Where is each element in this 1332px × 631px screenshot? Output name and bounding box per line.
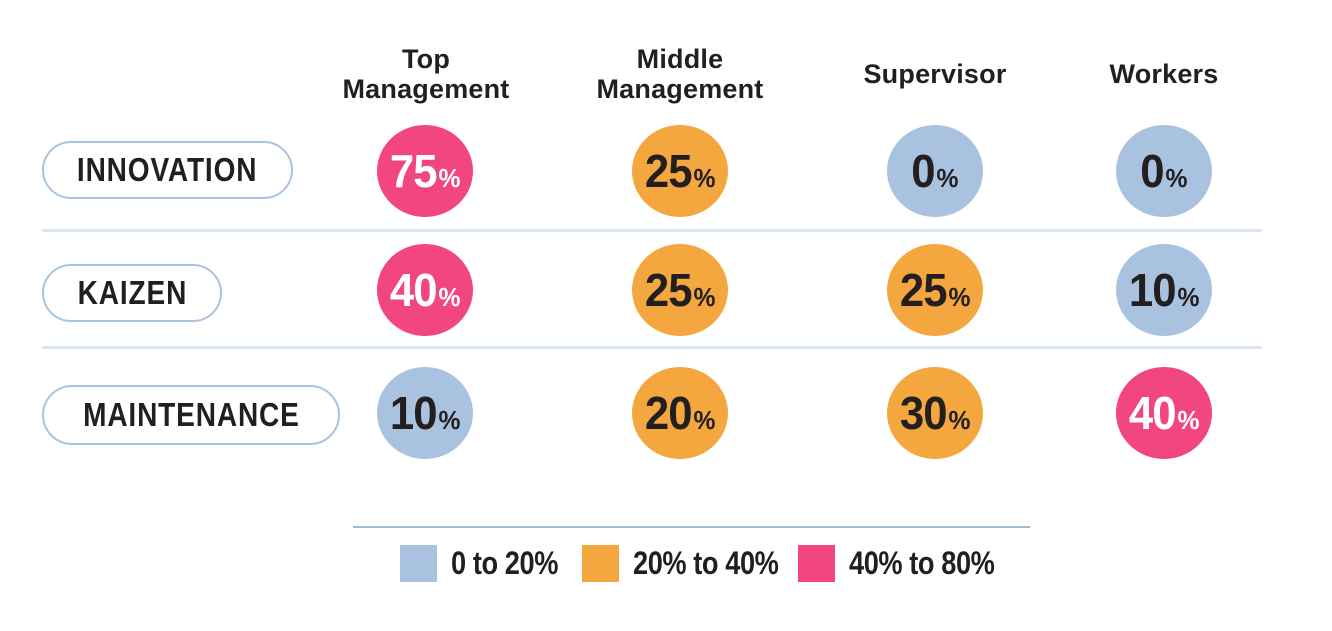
percent-sign: %: [693, 163, 716, 193]
legend-swatch-low: [400, 544, 437, 582]
legend-item-low: 0 to 20%: [400, 544, 577, 582]
circle-maintenance-workers: 40%: [1116, 367, 1212, 459]
percentage-value: 0: [911, 145, 935, 197]
circle-kaizen-top-management: 40%: [377, 244, 473, 336]
circle-value-wrap: 40%: [390, 263, 461, 317]
row-label-kaizen: KAIZEN: [42, 264, 222, 322]
legend-item-mid: 20% to 40%: [582, 544, 804, 582]
legend-swatch-high: [798, 544, 835, 582]
circle-innovation-supervisor: 0%: [887, 125, 983, 217]
percent-sign: %: [1177, 282, 1200, 312]
circle-value-wrap: 25%: [645, 263, 716, 317]
column-header-top-management: Top Management: [342, 44, 510, 104]
row-label-maintenance: MAINTENANCE: [42, 385, 340, 445]
circle-value-wrap: 10%: [1129, 263, 1200, 317]
circle-kaizen-workers: 10%: [1116, 244, 1212, 336]
percent-sign: %: [1177, 405, 1200, 435]
percent-sign: %: [936, 163, 959, 193]
percent-sign: %: [948, 282, 971, 312]
row-label-innovation: INNOVATION: [42, 141, 293, 199]
percentage-value: 10: [1128, 264, 1177, 316]
row-label-innovation-text: INNOVATION: [77, 151, 258, 188]
percent-sign: %: [438, 405, 461, 435]
percentage-value: 25: [644, 145, 693, 197]
percentage-value: 20: [644, 387, 693, 439]
circle-maintenance-top-management: 10%: [377, 367, 473, 459]
circle-value-wrap: 25%: [645, 144, 716, 198]
percent-sign: %: [948, 405, 971, 435]
circle-kaizen-middle-management: 25%: [632, 244, 728, 336]
percent-sign: %: [438, 282, 461, 312]
percentage-value: 40: [389, 264, 438, 316]
percent-sign: %: [438, 163, 461, 193]
circle-maintenance-supervisor: 30%: [887, 367, 983, 459]
circle-kaizen-supervisor: 25%: [887, 244, 983, 336]
percent-sign: %: [693, 282, 716, 312]
percentage-value: 25: [644, 264, 693, 316]
circle-value-wrap: 30%: [900, 386, 971, 440]
circle-value-wrap: 75%: [390, 144, 461, 198]
percentage-value: 75: [389, 145, 438, 197]
percentage-value: 30: [899, 387, 948, 439]
column-header-workers: Workers: [1109, 59, 1219, 89]
row-label-maintenance-text: MAINTENANCE: [82, 396, 300, 433]
circle-value-wrap: 0%: [1140, 144, 1187, 198]
legend-item-high: 40% to 80%: [798, 544, 1020, 582]
percent-sign: %: [1165, 163, 1188, 193]
circle-value-wrap: 0%: [911, 144, 958, 198]
circle-innovation-middle-management: 25%: [632, 125, 728, 217]
row-divider-2: [42, 346, 1262, 349]
circle-value-wrap: 25%: [900, 263, 971, 317]
circle-innovation-workers: 0%: [1116, 125, 1212, 217]
row-divider-1: [42, 229, 1262, 232]
legend-label-low: 0 to 20%: [451, 544, 558, 581]
circle-value-wrap: 40%: [1129, 386, 1200, 440]
percentage-value: 25: [899, 264, 948, 316]
percent-sign: %: [693, 405, 716, 435]
column-header-supervisor: Supervisor: [863, 59, 1007, 89]
legend-label-high: 40% to 80%: [849, 544, 995, 581]
circle-innovation-top-management: 75%: [377, 125, 473, 217]
row-label-kaizen-text: KAIZEN: [77, 274, 187, 311]
percentage-value: 10: [389, 387, 438, 439]
legend-divider-line: [353, 526, 1030, 528]
percentage-value: 40: [1128, 387, 1177, 439]
circle-value-wrap: 10%: [390, 386, 461, 440]
legend-swatch-mid: [582, 544, 619, 582]
circle-value-wrap: 20%: [645, 386, 716, 440]
circle-maintenance-middle-management: 20%: [632, 367, 728, 459]
percentage-value: 0: [1140, 145, 1164, 197]
column-header-middle-management: Middle Management: [596, 44, 764, 104]
legend-label-mid: 20% to 40%: [633, 544, 779, 581]
